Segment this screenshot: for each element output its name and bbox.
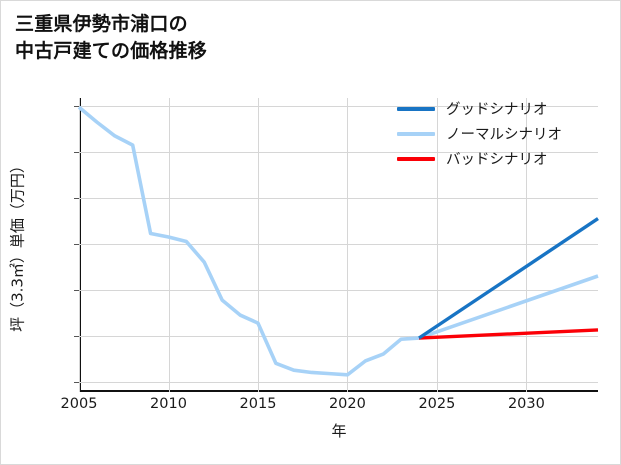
gridline-vertical (258, 98, 259, 392)
gridline-vertical (436, 98, 438, 392)
chart-title: 三重県伊勢市浦口の 中古戸建ての価格推移 (15, 13, 208, 62)
gridline-horizontal (79, 289, 598, 291)
series-lines (77, 105, 599, 377)
y-tick-mark (74, 106, 79, 107)
chart-legend: グッドシナリオ ノーマルシナリオ バッドシナリオ (397, 92, 602, 175)
x-tick-label: 2010 (150, 396, 187, 412)
gridline-horizontal (79, 381, 598, 383)
gridline-vertical (347, 98, 349, 392)
y-tick-mark (74, 197, 79, 199)
legend-label: バッドシナリオ (446, 152, 548, 168)
x-tick-label: 2020 (328, 396, 366, 412)
series-line-normal (77, 105, 599, 377)
x-tick-label: 2025 (418, 396, 456, 412)
gridline-horizontal (79, 197, 598, 199)
legend-swatch-good (397, 106, 435, 111)
y-tick-mark (74, 152, 79, 153)
legend-swatch-normal (397, 131, 435, 136)
x-tick-label: 2005 (60, 396, 98, 412)
gridline-vertical (526, 98, 528, 392)
legend-item-good[interactable]: グッドシナリオ (397, 96, 602, 121)
y-tick-mark (74, 335, 79, 337)
plot-frame (79, 98, 598, 392)
gridline-vertical (79, 98, 80, 392)
x-axis-label: 年 (331, 422, 347, 440)
gridline-horizontal (79, 152, 598, 153)
gridline-horizontal (79, 243, 598, 245)
gridline-vertical (168, 98, 170, 392)
legend-swatch-bad (397, 156, 435, 161)
plot-area: 20222426283032 200520102015202020252030 … (9, 98, 599, 440)
y-axis-label: 坪（3.3㎡）単価（万円） (8, 158, 27, 332)
series-line-bad (418, 328, 599, 340)
legend-label: ノーマルシナリオ (446, 127, 562, 143)
legend-item-normal[interactable]: ノーマルシナリオ (397, 121, 602, 146)
series-line-good (418, 217, 599, 340)
legend-label: グッドシナリオ (446, 102, 548, 118)
y-tick-mark (74, 381, 79, 383)
x-tick-label: 2030 (507, 396, 545, 412)
x-tick-label: 2015 (239, 396, 277, 412)
gridline-horizontal (79, 335, 598, 337)
legend-item-bad[interactable]: バッドシナリオ (397, 146, 602, 171)
y-tick-mark (74, 289, 79, 291)
gridline-horizontal (79, 106, 598, 107)
y-tick-mark (74, 243, 79, 245)
